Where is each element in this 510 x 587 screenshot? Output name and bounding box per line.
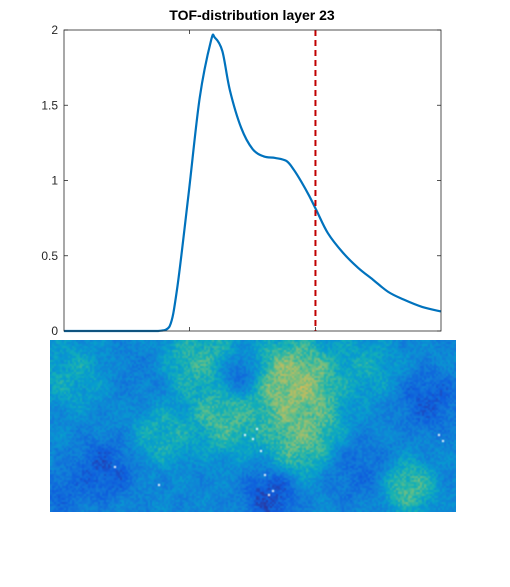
x-axis-ticks [189, 30, 316, 331]
y-tick-label: 0 [51, 324, 58, 338]
y-axis-ticks: 0 0.5 1 1.5 2 [41, 23, 441, 338]
y-tick-label: 1.5 [41, 98, 58, 112]
y-tick-label: 1 [51, 174, 58, 188]
plot-frame [63, 29, 442, 332]
y-tick-label: 0.5 [41, 249, 58, 263]
chart-title: TOF-distribution layer 23 [169, 7, 335, 23]
y-tick-label: 2 [51, 23, 58, 37]
tof-series-line [64, 33, 442, 333]
tof-heatmap [50, 340, 456, 512]
tof-line-chart: TOF-distribution layer 23 0 0.5 1 1.5 2 [41, 7, 442, 338]
